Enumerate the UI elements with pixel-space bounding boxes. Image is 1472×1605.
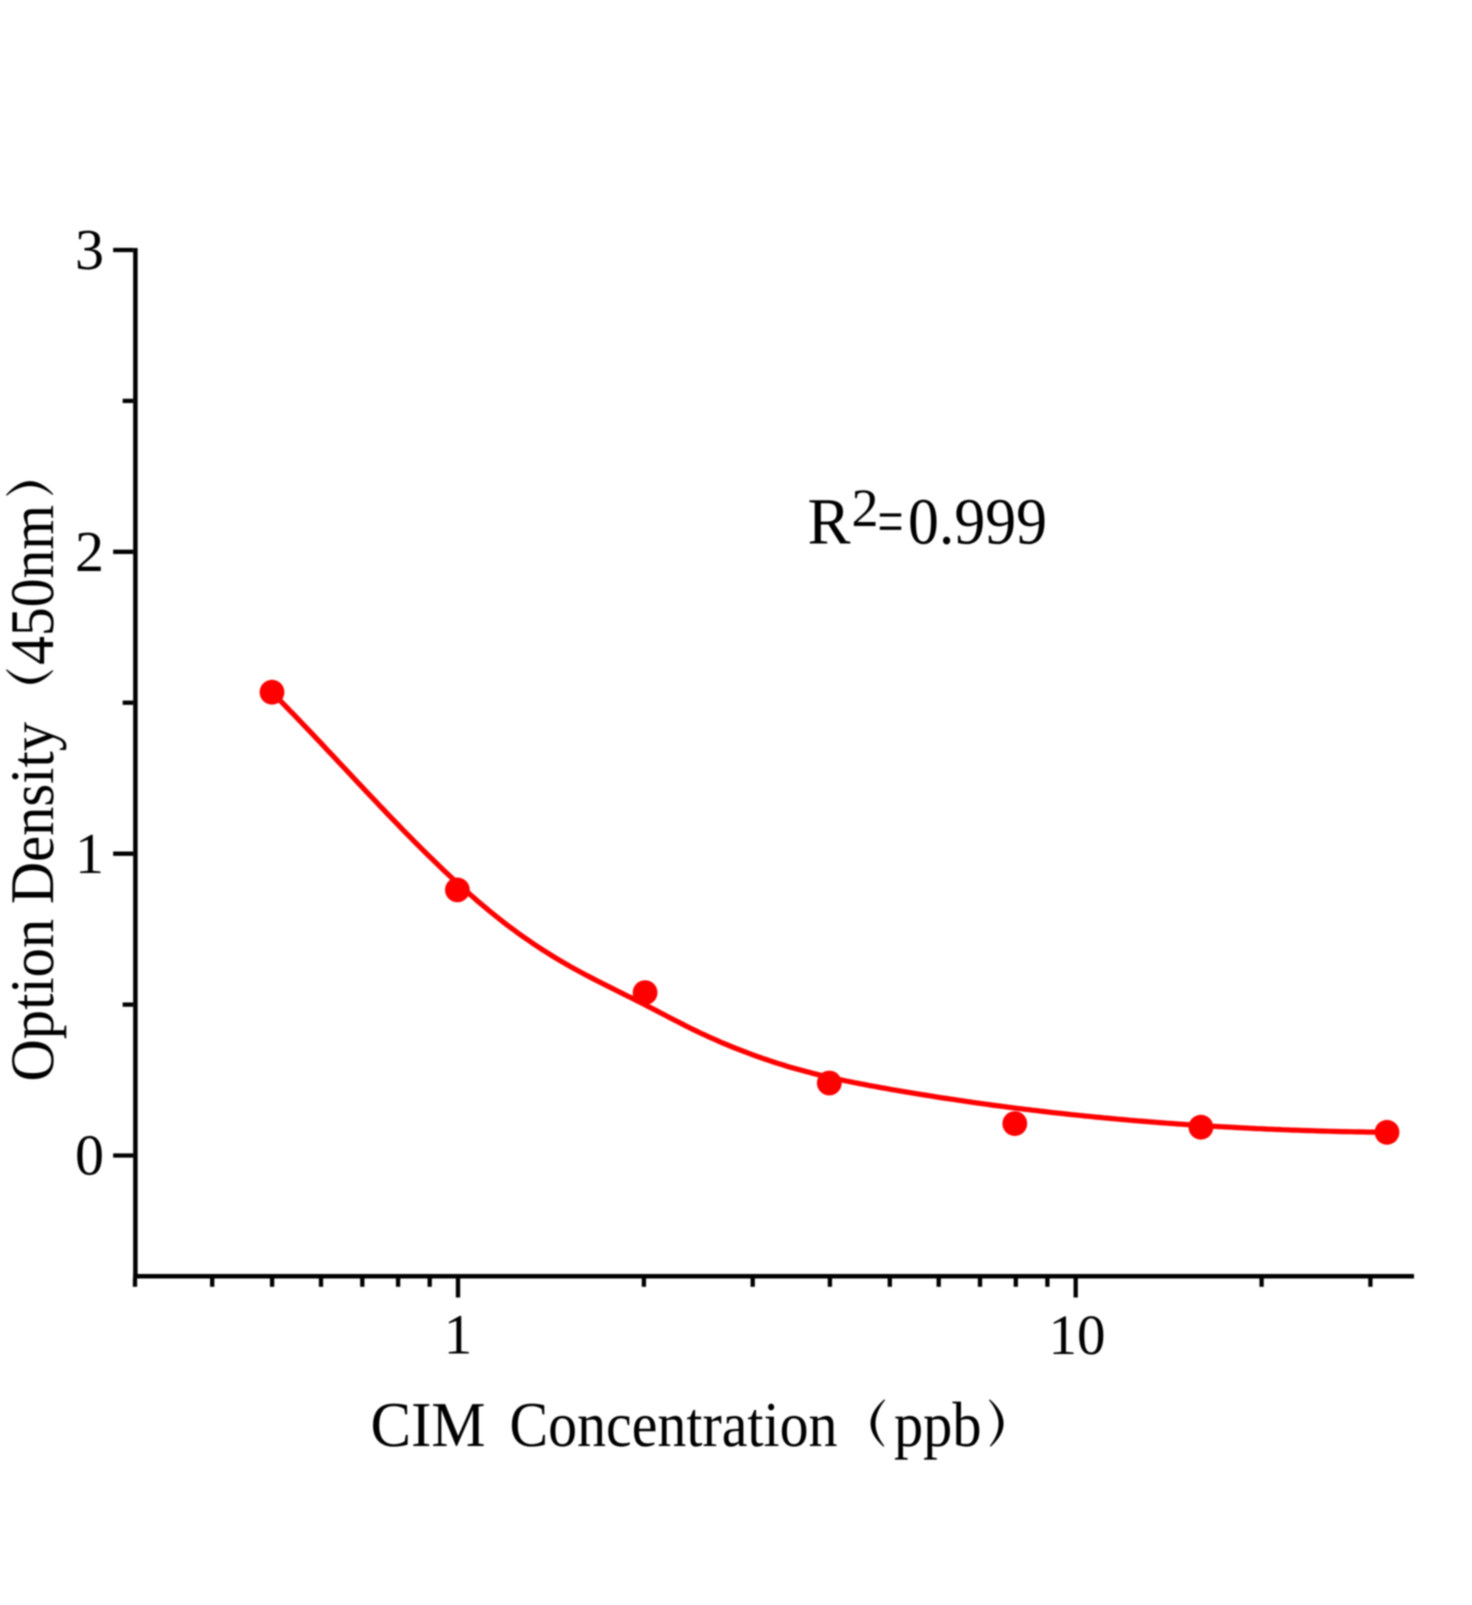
- svg-text:R: R: [808, 486, 851, 559]
- svg-text:1: 1: [444, 1304, 473, 1367]
- svg-text:0.999: 0.999: [908, 486, 1047, 559]
- svg-text:CIM: CIM: [371, 1389, 486, 1460]
- svg-text:450nm: 450nm: [0, 505, 67, 665]
- svg-text:2: 2: [75, 519, 104, 584]
- svg-text:1: 1: [75, 821, 104, 886]
- svg-text:=: =: [878, 486, 904, 559]
- svg-text:0: 0: [75, 1123, 104, 1188]
- svg-text:10: 10: [1049, 1304, 1106, 1367]
- svg-text:Option Density: Option Density: [0, 722, 67, 1082]
- svg-text:3: 3: [75, 217, 104, 282]
- svg-text:2: 2: [852, 478, 879, 538]
- svg-text:ppb: ppb: [894, 1389, 982, 1460]
- svg-text:Concentration: Concentration: [510, 1389, 838, 1460]
